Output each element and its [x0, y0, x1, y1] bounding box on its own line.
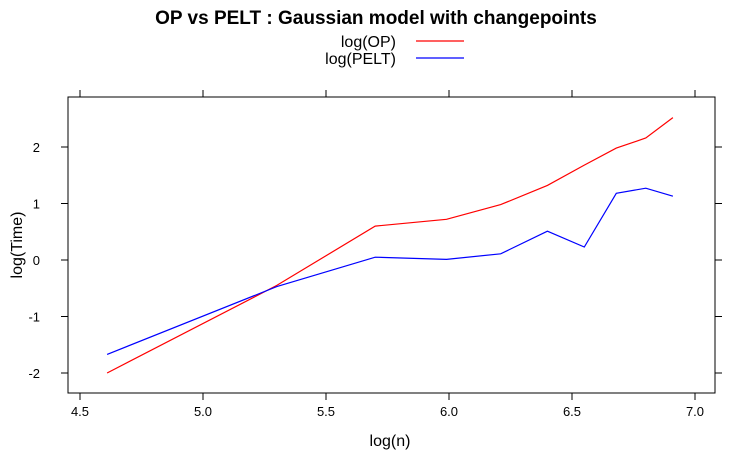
- y-tick-label: -1: [28, 310, 40, 325]
- x-tick-label: 5.5: [317, 404, 335, 419]
- legend: log(OP) log(PELT): [325, 34, 464, 68]
- x-axis-label: log(n): [370, 433, 411, 450]
- series-line-op: [106, 117, 674, 374]
- x-tick-label: 4.5: [71, 404, 89, 419]
- y-axis: -2 -1 0 1 2: [28, 140, 722, 381]
- x-tick-label: 6.5: [563, 404, 581, 419]
- legend-label-pelt: log(PELT): [325, 51, 396, 68]
- chart-title: OP vs PELT : Gaussian model with changep…: [155, 8, 597, 29]
- series-group: [106, 117, 674, 374]
- x-axis: 4.5 5.0 5.5 6.0 6.5 7.0: [71, 90, 704, 419]
- y-tick-label: 2: [33, 140, 40, 155]
- series-line-pelt: [106, 187, 674, 355]
- y-tick-label: -2: [28, 366, 40, 381]
- y-tick-label: 0: [33, 253, 40, 268]
- x-tick-label: 6.0: [440, 404, 458, 419]
- x-tick-label: 5.0: [194, 404, 212, 419]
- y-tick-label: 1: [33, 197, 40, 212]
- legend-label-op: log(OP): [341, 34, 396, 51]
- plot-frame: [67, 96, 716, 394]
- y-axis-label: log(Time): [9, 212, 26, 279]
- x-tick-label: 7.0: [686, 404, 704, 419]
